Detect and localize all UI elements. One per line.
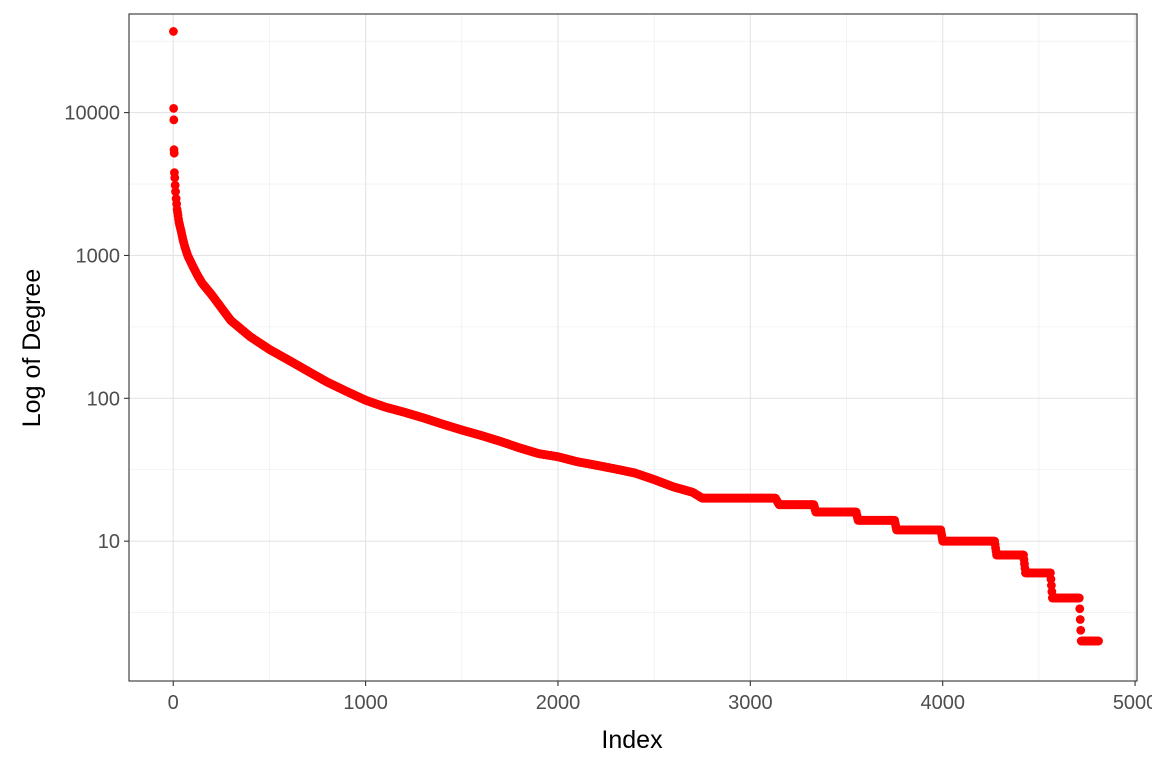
y-tick-label: 100 xyxy=(87,388,120,410)
plot-border xyxy=(128,13,1138,682)
data-point xyxy=(169,115,179,125)
data-point xyxy=(169,104,179,113)
y-axis-title: Log of Degree xyxy=(18,269,46,427)
data-point xyxy=(1094,636,1103,646)
y-tick-label: 1000 xyxy=(76,245,121,267)
data-point xyxy=(169,27,178,36)
data-point xyxy=(170,173,180,183)
data-point xyxy=(1076,625,1086,635)
plot-background xyxy=(129,14,1137,681)
data-point xyxy=(1047,581,1056,590)
data-point xyxy=(169,148,179,158)
x-tick-label: 0 xyxy=(168,692,179,714)
data-point xyxy=(171,187,180,196)
x-tick-label: 1000 xyxy=(343,692,388,714)
axes: 0 1000 2000 3000 4000 5000 10 100 1000 10000 xyxy=(64,103,1152,714)
data-point xyxy=(170,180,180,190)
data-point xyxy=(1074,593,1084,603)
data-point xyxy=(1075,615,1085,624)
data-point xyxy=(1075,604,1085,614)
grid xyxy=(129,14,1137,681)
x-tick-label: 2000 xyxy=(536,692,581,714)
x-tick-label: 5000 xyxy=(1113,692,1152,714)
x-tick-label: 4000 xyxy=(920,692,965,714)
x-axis-title: Index xyxy=(601,726,663,754)
data-point xyxy=(1046,568,1055,578)
y-tick-label: 10 xyxy=(98,531,120,553)
y-tick-label: 10000 xyxy=(64,103,120,125)
data-points xyxy=(169,27,1103,646)
x-tick-label: 3000 xyxy=(728,692,773,714)
data-point xyxy=(1046,574,1056,584)
